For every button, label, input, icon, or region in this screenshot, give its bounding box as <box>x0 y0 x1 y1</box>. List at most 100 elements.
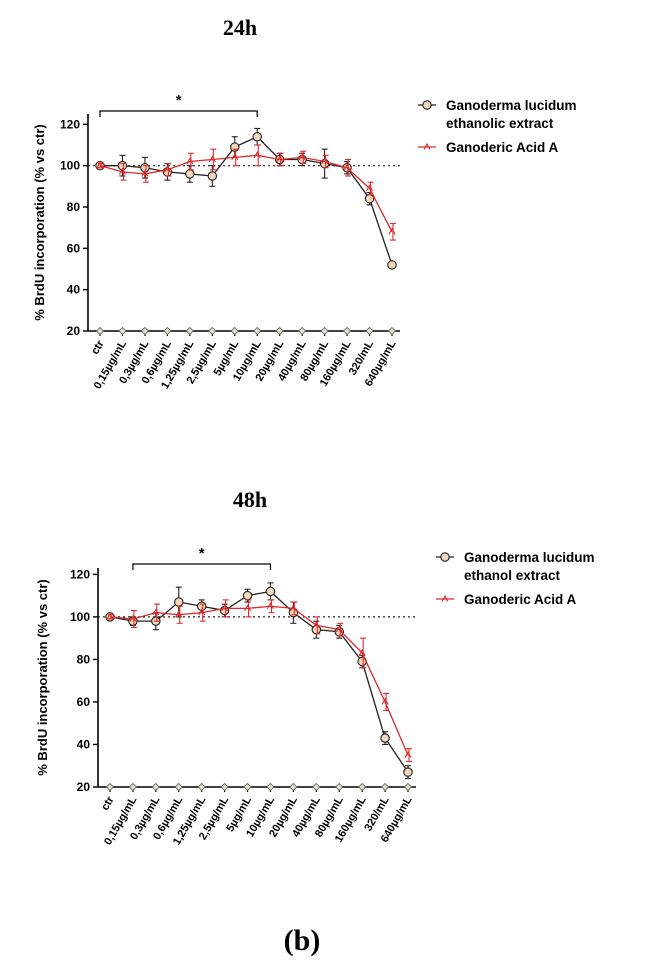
baseline-marker <box>298 326 307 336</box>
data-point <box>152 608 160 616</box>
y-tick-label: 20 <box>67 324 81 338</box>
legend-label-acid: Ganoderic Acid A <box>446 140 559 155</box>
chart-title: 24h <box>223 15 257 40</box>
data-point <box>387 260 397 270</box>
baseline-marker <box>275 326 284 336</box>
y-tick-label: 100 <box>70 610 90 624</box>
series-line <box>109 590 409 773</box>
significance-bracket <box>132 563 272 570</box>
legend-label-extract: Ganoderma lucidum <box>446 98 577 113</box>
baseline-marker <box>185 326 194 336</box>
data-point <box>276 155 284 163</box>
data-point <box>118 167 126 175</box>
y-tick-label: 120 <box>70 567 90 581</box>
data-point <box>265 586 276 597</box>
legend-marker-acid <box>441 594 449 602</box>
data-point <box>312 621 320 629</box>
baseline-marker <box>243 782 252 792</box>
baseline-marker <box>208 326 217 336</box>
chart-24h: 24h20406080100120ctr0,15µg/mL0,3µg/mL0,6… <box>32 15 577 391</box>
data-point <box>381 697 389 705</box>
baseline-marker <box>118 326 127 336</box>
data-point <box>96 161 104 169</box>
data-point <box>380 733 390 743</box>
baseline-marker <box>151 782 160 792</box>
y-tick-label: 40 <box>67 283 81 297</box>
data-point <box>321 157 329 165</box>
data-point <box>358 648 366 656</box>
chart-title: 48h <box>233 487 267 512</box>
baseline-marker <box>365 326 374 336</box>
data-point <box>198 608 206 616</box>
data-point <box>364 193 375 204</box>
data-point <box>366 184 374 192</box>
data-point <box>403 767 413 777</box>
legend: Ganoderma lucidum ethanolic extract Ganode… <box>418 98 577 155</box>
baseline-marker <box>403 782 413 792</box>
legend: Ganoderma lucidum ethanol extract Ganoderi… <box>436 550 595 607</box>
data-point <box>141 169 149 177</box>
data-point <box>163 165 171 173</box>
data-point <box>208 155 216 163</box>
data-point <box>404 750 412 758</box>
series-ganoderic-acid <box>96 144 396 241</box>
baseline-marker <box>174 782 183 792</box>
significance-label: * <box>176 92 182 109</box>
series-ganoderic-acid <box>106 599 412 763</box>
y-tick-label: 60 <box>67 241 81 255</box>
data-point <box>185 169 195 179</box>
significance-label: * <box>199 545 205 562</box>
data-point <box>244 604 252 612</box>
legend-label-extract-line2: ethanol extract <box>464 568 561 583</box>
series-line <box>109 605 409 756</box>
baseline-marker <box>358 782 367 792</box>
baseline-marker <box>140 326 149 336</box>
data-point <box>207 171 218 181</box>
data-point <box>253 151 261 159</box>
data-point <box>230 142 240 152</box>
legend-marker-acid <box>423 142 431 150</box>
panel-label: (b) <box>284 924 321 957</box>
baseline-marker <box>220 782 229 792</box>
series-line <box>99 154 393 233</box>
baseline-marker <box>320 326 329 336</box>
legend-marker-extract <box>422 100 432 110</box>
x-tick-label: ctr <box>89 338 107 357</box>
baseline-marker <box>230 326 239 336</box>
data-point <box>129 614 137 622</box>
chart-48h: 48h20406080100120ctr0,15µg/mL0,3µg/mL0,6… <box>35 487 595 847</box>
baseline-marker <box>128 782 137 792</box>
data-point <box>289 604 297 612</box>
data-point <box>175 610 183 618</box>
data-point <box>343 163 351 171</box>
data-point <box>106 612 114 620</box>
data-point <box>388 227 396 235</box>
y-tick-label: 120 <box>60 117 80 131</box>
baseline-marker <box>381 782 390 792</box>
legend-marker-extract <box>440 552 450 562</box>
y-tick-label: 80 <box>67 200 81 214</box>
data-point <box>221 604 229 612</box>
baseline-marker <box>197 782 206 792</box>
y-tick-label: 80 <box>77 652 91 666</box>
baseline-marker <box>387 326 397 336</box>
baseline-marker <box>335 782 344 792</box>
y-tick-label: 100 <box>60 159 80 173</box>
data-point <box>242 590 253 601</box>
data-point <box>174 597 184 607</box>
y-axis-label: % BrdU incorporation (% vs ctr) <box>32 124 47 320</box>
data-point <box>335 625 343 633</box>
y-tick-label: 20 <box>77 780 91 794</box>
baseline-marker <box>289 782 298 792</box>
baseline-marker <box>253 326 262 336</box>
y-tick-label: 40 <box>77 737 91 751</box>
baseline-marker <box>163 326 172 336</box>
legend-label-acid: Ganoderic Acid A <box>464 592 577 607</box>
legend-label-extract: Ganoderma lucidum <box>464 550 595 565</box>
baseline-marker <box>312 782 321 792</box>
baseline-marker <box>266 782 275 792</box>
baseline-marker <box>95 326 105 336</box>
baseline-marker <box>343 326 352 336</box>
series-extract <box>95 127 397 270</box>
